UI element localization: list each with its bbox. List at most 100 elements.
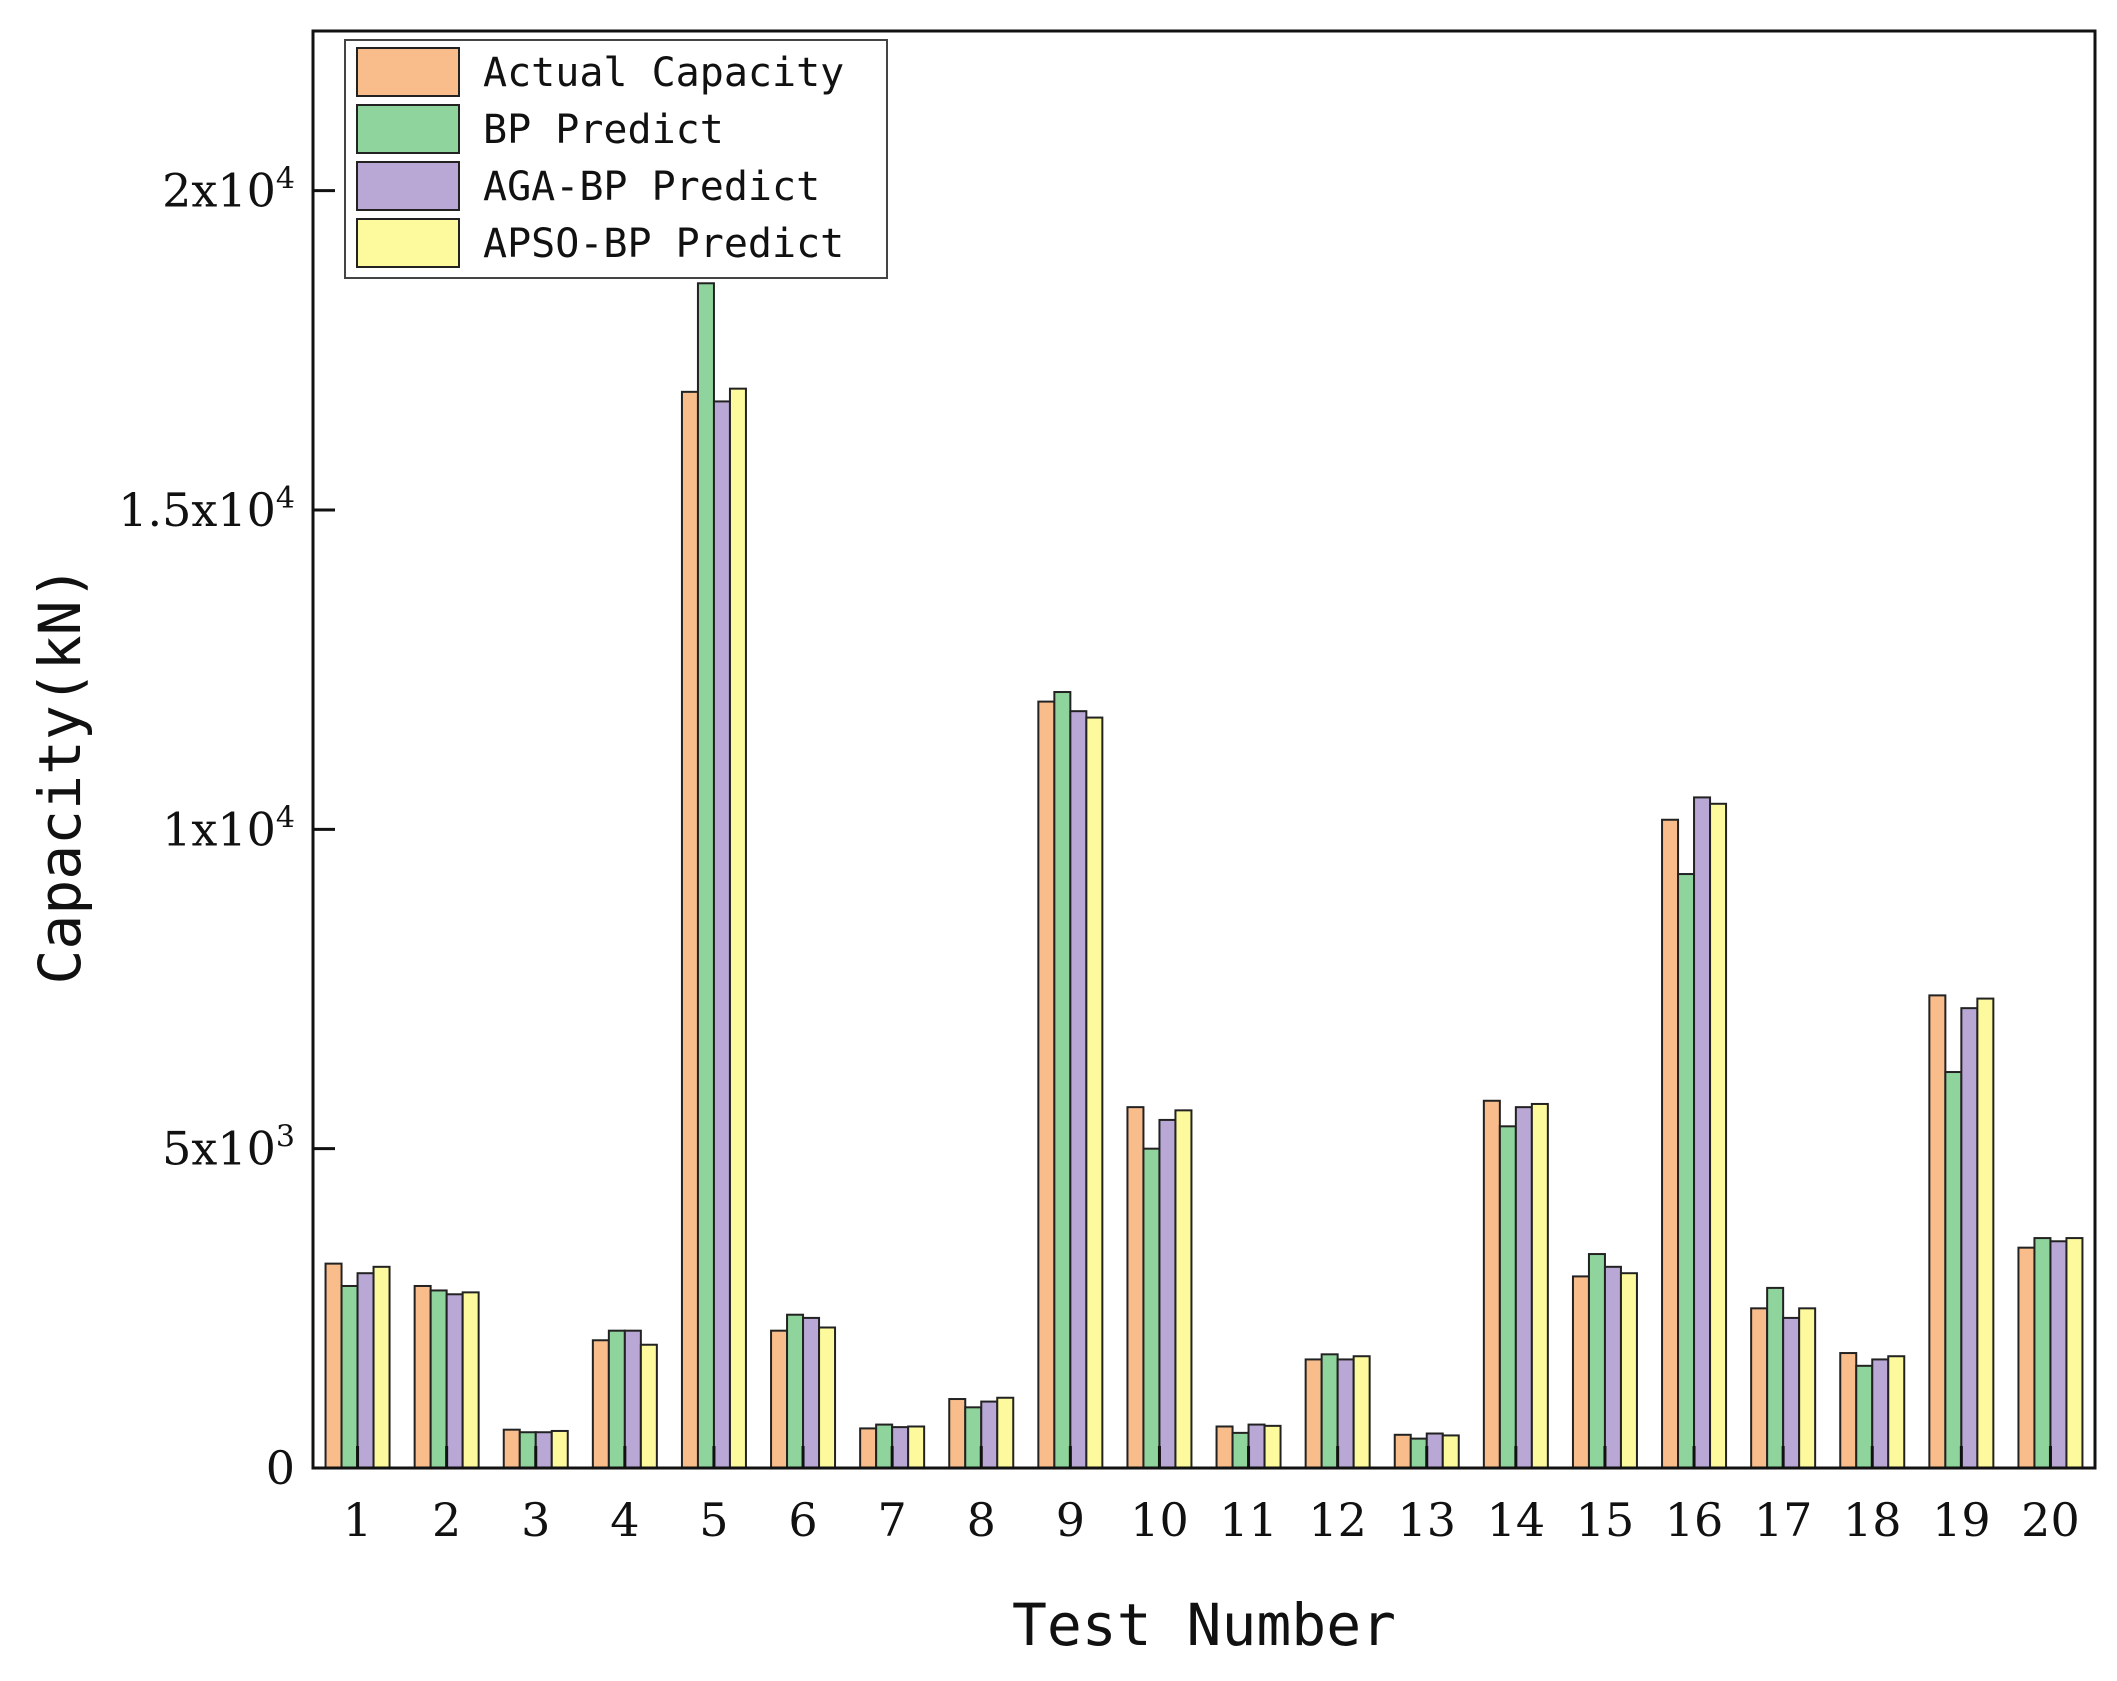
- bar-actual-capacity-test-8: [948, 1398, 967, 1470]
- legend-label: Actual Capacity: [483, 50, 844, 96]
- x-tick-label: 9: [1056, 1493, 1085, 1547]
- bar-bp-predict-test-14: [1498, 1125, 1517, 1470]
- bar-bp-predict-test-5: [696, 282, 715, 1470]
- bar-aga-bp-predict-test-3: [534, 1431, 553, 1469]
- bar-apso-bp-predict-test-4: [639, 1343, 658, 1469]
- bar-apso-bp-predict-test-14: [1530, 1102, 1549, 1469]
- bar-aga-bp-predict-test-13: [1425, 1432, 1444, 1469]
- bar-bp-predict-test-17: [1766, 1286, 1785, 1469]
- bar-aga-bp-predict-test-14: [1514, 1106, 1533, 1469]
- bar-actual-capacity-test-6: [770, 1329, 789, 1469]
- bar-apso-bp-predict-test-13: [1441, 1434, 1460, 1469]
- x-tick-label: 7: [878, 1493, 907, 1547]
- x-tick-label: 15: [1576, 1493, 1635, 1547]
- bar-apso-bp-predict-test-19: [1976, 997, 1995, 1470]
- bar-bp-predict-test-4: [607, 1329, 626, 1469]
- bar-aga-bp-predict-test-15: [1603, 1265, 1622, 1469]
- bar-bp-predict-test-2: [429, 1289, 448, 1470]
- bar-apso-bp-predict-test-8: [996, 1396, 1015, 1470]
- bar-aga-bp-predict-test-20: [2049, 1240, 2068, 1469]
- x-tick-label: 12: [1308, 1493, 1367, 1547]
- x-axis-title: Test Number: [1012, 1591, 1396, 1659]
- bar-aga-bp-predict-test-18: [1871, 1358, 1890, 1469]
- bar-aga-bp-predict-test-8: [980, 1400, 999, 1469]
- bar-bp-predict-test-18: [1855, 1364, 1874, 1470]
- legend-swatch: [356, 218, 460, 268]
- x-ticks: 1 2 3 4 5 6 7 8 9 10 11 12 13 14 15 16 17 18 19 20: [343, 1446, 2080, 1547]
- y-tick-label: 5x103: [162, 1120, 295, 1176]
- bar-aga-bp-predict-test-11: [1247, 1423, 1266, 1470]
- legend-label: BP Predict: [483, 107, 724, 153]
- bar-aga-bp-predict-test-6: [802, 1316, 821, 1469]
- legend-swatch: [356, 47, 460, 97]
- y-axis-title: Capacity(kN): [26, 565, 94, 984]
- bar-actual-capacity-test-1: [324, 1262, 343, 1470]
- legend-label: APSO-BP Predict: [483, 221, 844, 267]
- legend-label: AGA-BP Predict: [483, 164, 820, 210]
- bars-layer: [324, 282, 2084, 1470]
- bar-apso-bp-predict-test-2: [461, 1291, 480, 1470]
- y-ticks: 0 5x103 1x104 1.5x104 2x104: [118, 162, 335, 1495]
- bar-aga-bp-predict-test-17: [1782, 1316, 1801, 1469]
- bar-actual-capacity-test-17: [1750, 1307, 1769, 1470]
- bar-bp-predict-test-9: [1053, 691, 1072, 1469]
- bar-apso-bp-predict-test-1: [372, 1265, 391, 1469]
- bar-actual-capacity-test-11: [1215, 1425, 1234, 1470]
- bar-bp-predict-test-8: [964, 1406, 983, 1469]
- bar-apso-bp-predict-test-7: [907, 1425, 926, 1470]
- bar-apso-bp-predict-test-15: [1619, 1272, 1638, 1469]
- bar-aga-bp-predict-test-7: [891, 1426, 910, 1470]
- bar-actual-capacity-test-16: [1661, 818, 1680, 1469]
- bar-aga-bp-predict-test-12: [1336, 1358, 1355, 1469]
- bar-aga-bp-predict-test-2: [445, 1293, 464, 1470]
- x-tick-label: 6: [788, 1493, 817, 1547]
- bar-aga-bp-predict-test-5: [712, 400, 731, 1470]
- bar-bp-predict-test-20: [2033, 1237, 2052, 1469]
- bar-bp-predict-test-10: [1142, 1147, 1161, 1469]
- plot-frame: [311, 29, 2097, 1470]
- x-tick-label: 14: [1487, 1493, 1546, 1547]
- bar-bp-predict-test-7: [875, 1423, 894, 1470]
- x-tick-label: 5: [699, 1493, 728, 1547]
- x-tick-label: 20: [2021, 1493, 2080, 1547]
- bar-apso-bp-predict-test-6: [818, 1326, 837, 1469]
- x-tick-label: 19: [1932, 1493, 1991, 1547]
- x-tick-label: 8: [967, 1493, 996, 1547]
- bar-aga-bp-predict-test-19: [1960, 1007, 1979, 1469]
- bar-bp-predict-test-16: [1677, 873, 1696, 1469]
- x-tick-label: 11: [1219, 1493, 1278, 1547]
- bar-actual-capacity-test-19: [1928, 994, 1947, 1469]
- bar-actual-capacity-test-4: [591, 1339, 610, 1470]
- y-tick-label: 1x104: [162, 800, 295, 856]
- bar-apso-bp-predict-test-17: [1798, 1307, 1817, 1470]
- bar-aga-bp-predict-test-1: [356, 1272, 375, 1469]
- bar-bp-predict-test-1: [340, 1284, 359, 1469]
- bar-apso-bp-predict-test-16: [1709, 802, 1728, 1469]
- bar-apso-bp-predict-test-20: [2065, 1237, 2084, 1469]
- x-tick-label: 2: [432, 1493, 461, 1547]
- bar-actual-capacity-test-14: [1482, 1099, 1501, 1470]
- bar-actual-capacity-test-12: [1304, 1358, 1323, 1469]
- bar-aga-bp-predict-test-16: [1693, 796, 1712, 1469]
- x-tick-label: 4: [610, 1493, 639, 1547]
- x-tick-label: 18: [1843, 1493, 1902, 1547]
- bar-bp-predict-test-3: [518, 1431, 537, 1469]
- bar-bp-predict-test-11: [1231, 1431, 1250, 1469]
- bar-actual-capacity-test-10: [1126, 1106, 1145, 1469]
- bar-actual-capacity-test-9: [1037, 700, 1056, 1469]
- bar-actual-capacity-test-3: [502, 1428, 521, 1470]
- legend-swatch: [356, 161, 460, 211]
- y-tick-label: 2x104: [162, 162, 295, 218]
- legend-swatch: [356, 104, 460, 154]
- x-tick-label: 16: [1665, 1493, 1724, 1547]
- x-tick-label: 3: [521, 1493, 550, 1547]
- bar-actual-capacity-test-18: [1839, 1352, 1858, 1470]
- x-tick-label: 13: [1397, 1493, 1456, 1547]
- bar-apso-bp-predict-test-9: [1085, 716, 1104, 1469]
- y-tick-label: 0: [266, 1441, 295, 1495]
- bar-aga-bp-predict-test-9: [1069, 710, 1088, 1469]
- x-tick-label: 1: [343, 1493, 372, 1547]
- bar-bp-predict-test-12: [1320, 1353, 1339, 1470]
- x-tick-label: 17: [1754, 1493, 1813, 1547]
